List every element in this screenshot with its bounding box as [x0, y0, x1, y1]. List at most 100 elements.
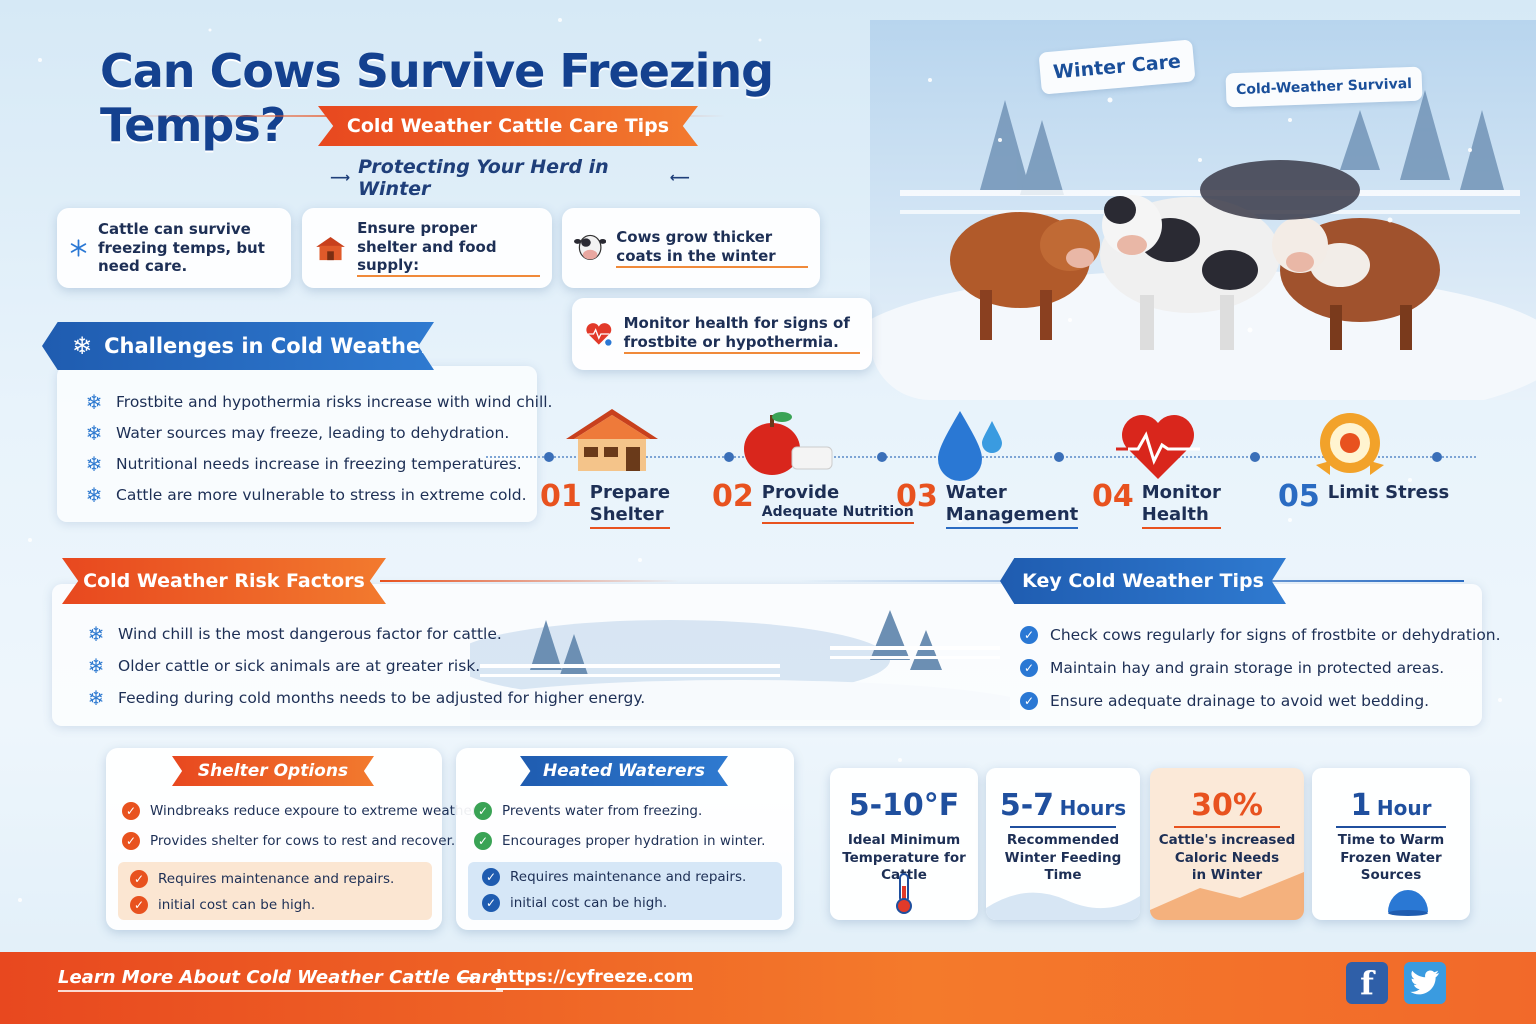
list-item-text: Prevents water from freezing. — [502, 803, 703, 819]
timeline-dot — [1054, 452, 1064, 462]
snowflake-bullet-icon: ❄ — [85, 420, 103, 445]
arrow-right-icon: ➞ — [458, 966, 477, 991]
step-subtitle: Health — [1141, 504, 1221, 530]
stat-label-line: in Winter — [1191, 867, 1263, 884]
fact-card-shelter: Ensure proper shelter and food supply: — [302, 208, 552, 288]
footer-learn-more-link[interactable]: Learn More About Cold Weather Cattle Car… — [58, 967, 503, 992]
check-icon: ✓ — [474, 802, 492, 820]
shelter-pros-list: ✓ Windbreaks reduce expoure to extreme we… — [122, 796, 480, 856]
list-item: ❄ Frostbite and hypothermia risks increas… — [84, 386, 553, 417]
list-item: ✓ Requires maintenance and repairs. — [482, 864, 746, 890]
stat-label-line: Frozen Water Sources — [1340, 849, 1442, 884]
stat-label-line: Time to Warm — [1337, 832, 1445, 848]
timeline-dot — [877, 452, 887, 462]
waterers-cons-box — [468, 862, 782, 920]
shelter-cons-box — [118, 862, 432, 920]
check-icon: ✓ — [122, 802, 140, 820]
water-drop-icon — [938, 411, 1002, 481]
snowflake-bullet-icon: ❄ — [87, 622, 105, 646]
key-tips-ribbon: Key Cold Weather Tips — [1000, 558, 1286, 604]
fact-card-survive: Cattle can survive freezing temps, but n… — [57, 208, 291, 288]
thermometer-icon — [896, 873, 912, 914]
stat-label: Ideal Minimum Temperature for Cattle — [830, 832, 978, 885]
heated-waterers-ribbon: Heated Waterers — [520, 756, 728, 786]
challenges-list: ❄ Frostbite and hypothermia risks increas… — [84, 386, 553, 510]
list-item: ✓ Provides shelter for cows to rest and r… — [122, 826, 480, 856]
step-number: 04 — [1092, 479, 1134, 514]
challenges-title: Challenges in Cold Weather — [104, 334, 431, 358]
stat-divider — [1174, 826, 1280, 828]
snowflake-icon — [70, 239, 87, 257]
stat-value: 5-7 Hours — [986, 788, 1140, 823]
arrow-left-icon: ⟶ — [330, 170, 351, 186]
snowflake-bullet-icon: ❄ — [87, 686, 105, 710]
list-item: ❄ Older cattle or sick animals are at gre… — [86, 650, 645, 682]
list-item: ❄ Water sources may freeze, leading to de… — [84, 417, 552, 448]
stat-divider — [1336, 826, 1446, 828]
list-item-text: Requires maintenance and repairs. — [158, 871, 395, 887]
check-icon: ✓ — [130, 870, 148, 888]
key-tips-list: ✓ Check cows regularly for signs of frost… — [1020, 618, 1501, 717]
fact-text: Monitor health for signs of frostbite or… — [623, 314, 860, 354]
snowflake-bullet-icon: ❄ — [85, 482, 103, 507]
stat-unit: Hours — [1059, 796, 1127, 820]
shelter-cons-list: ✓ Requires maintenance and repairs. ✓ init… — [130, 866, 394, 918]
cow-face-icon — [574, 234, 607, 260]
list-item: ✓ Ensure adequate drainage to avoid wet b… — [1020, 684, 1501, 717]
twitter-icon[interactable] — [1404, 962, 1446, 1004]
facebook-icon[interactable]: f — [1346, 962, 1388, 1004]
stat-label-line: Recommended — [1006, 832, 1120, 848]
check-icon: ✓ — [1020, 658, 1038, 677]
list-item: ✓ Check cows regularly for signs of frost… — [1020, 618, 1501, 651]
snowflake-bullet-icon: ❄ — [85, 389, 103, 414]
list-item: ✓ initial cost can be high. — [482, 890, 746, 916]
timeline-dot — [724, 452, 734, 462]
list-item: ❄ Nutritional needs increase in freezing … — [84, 448, 552, 479]
list-item: ✓ Maintain hay and grain storage in prote… — [1020, 651, 1501, 684]
list-item-text: Older cattle or sick animals are at grea… — [118, 657, 481, 675]
step-title: Water — [945, 482, 1007, 503]
check-icon: ✓ — [482, 868, 500, 886]
stat-number: 30% — [1191, 788, 1263, 823]
timeline-dot — [1432, 452, 1442, 462]
list-item-text: Windbreaks reduce expoure to extreme wea… — [150, 803, 481, 819]
list-item: ✓ initial cost can be high. — [130, 892, 394, 918]
list-item-text: Maintain hay and grain storage in protec… — [1050, 658, 1445, 677]
stat-label: Cattle's increased Caloric Needs in Wint… — [1150, 832, 1304, 885]
risk-factors-list: ❄ Wind chill is the most dangerous factor… — [86, 618, 646, 714]
list-item-text: Wind chill is the most dangerous factor … — [118, 625, 502, 643]
step-subtitle: Adequate Nutrition — [761, 504, 914, 524]
stat-label-line: Cattle's increased — [1158, 832, 1296, 848]
step-title: Monitor — [1141, 482, 1221, 503]
step-number: 03 — [896, 479, 938, 514]
barn-icon — [316, 236, 345, 261]
stat-value: 30% — [1150, 788, 1304, 823]
challenges-panel — [57, 366, 537, 522]
list-item-text: Requires maintenance and repairs. — [510, 869, 747, 885]
stat-divider — [1010, 826, 1116, 828]
stat-label: Recommended Winter Feeding Time — [986, 832, 1140, 885]
footer-url-link[interactable]: https://cyfreeze.com — [496, 967, 694, 990]
stat-label-line: Caloric Needs — [1174, 849, 1280, 866]
apple-feed-icon — [744, 412, 833, 475]
list-item: ✓ Prevents water from freezing. — [474, 796, 765, 826]
step-02: 02 Provide Adequate Nutrition — [712, 482, 914, 524]
stat-card-calories: 30% Cattle's increased Caloric Needs in … — [1150, 768, 1304, 920]
fact-text: Ensure proper shelter and food supply: — [357, 219, 540, 278]
list-item: ❄ Cattle are more vulnerable to stress in… — [84, 479, 552, 510]
timeline-dot — [544, 452, 554, 462]
check-icon: ✓ — [1020, 691, 1038, 710]
list-item-text: initial cost can be high. — [158, 897, 316, 913]
stat-card-warm-water: 1 Hour Time to Warm Frozen Water Sources — [1312, 768, 1470, 920]
stat-card-temperature: 5-10°F Ideal Minimum Temperature for Cat… — [830, 768, 978, 920]
stat-value: 1 Hour — [1312, 788, 1470, 823]
list-item-text: Ensure adequate drainage to avoid wet be… — [1050, 691, 1430, 710]
list-item: ❄ Wind chill is the most dangerous factor… — [86, 618, 645, 650]
challenges-ribbon: ❄ Challenges in Cold Weather — [42, 322, 434, 370]
stat-label-line: Ideal Minimum — [847, 832, 961, 848]
list-item: ✓ Windbreaks reduce expoure to extreme we… — [122, 796, 480, 826]
stat-label: Time to Warm Frozen Water Sources — [1312, 832, 1470, 885]
timeline-dot — [1250, 452, 1260, 462]
list-item-text: Check cows regularly for signs of frostb… — [1050, 625, 1501, 644]
footer-bar — [0, 952, 1536, 1024]
